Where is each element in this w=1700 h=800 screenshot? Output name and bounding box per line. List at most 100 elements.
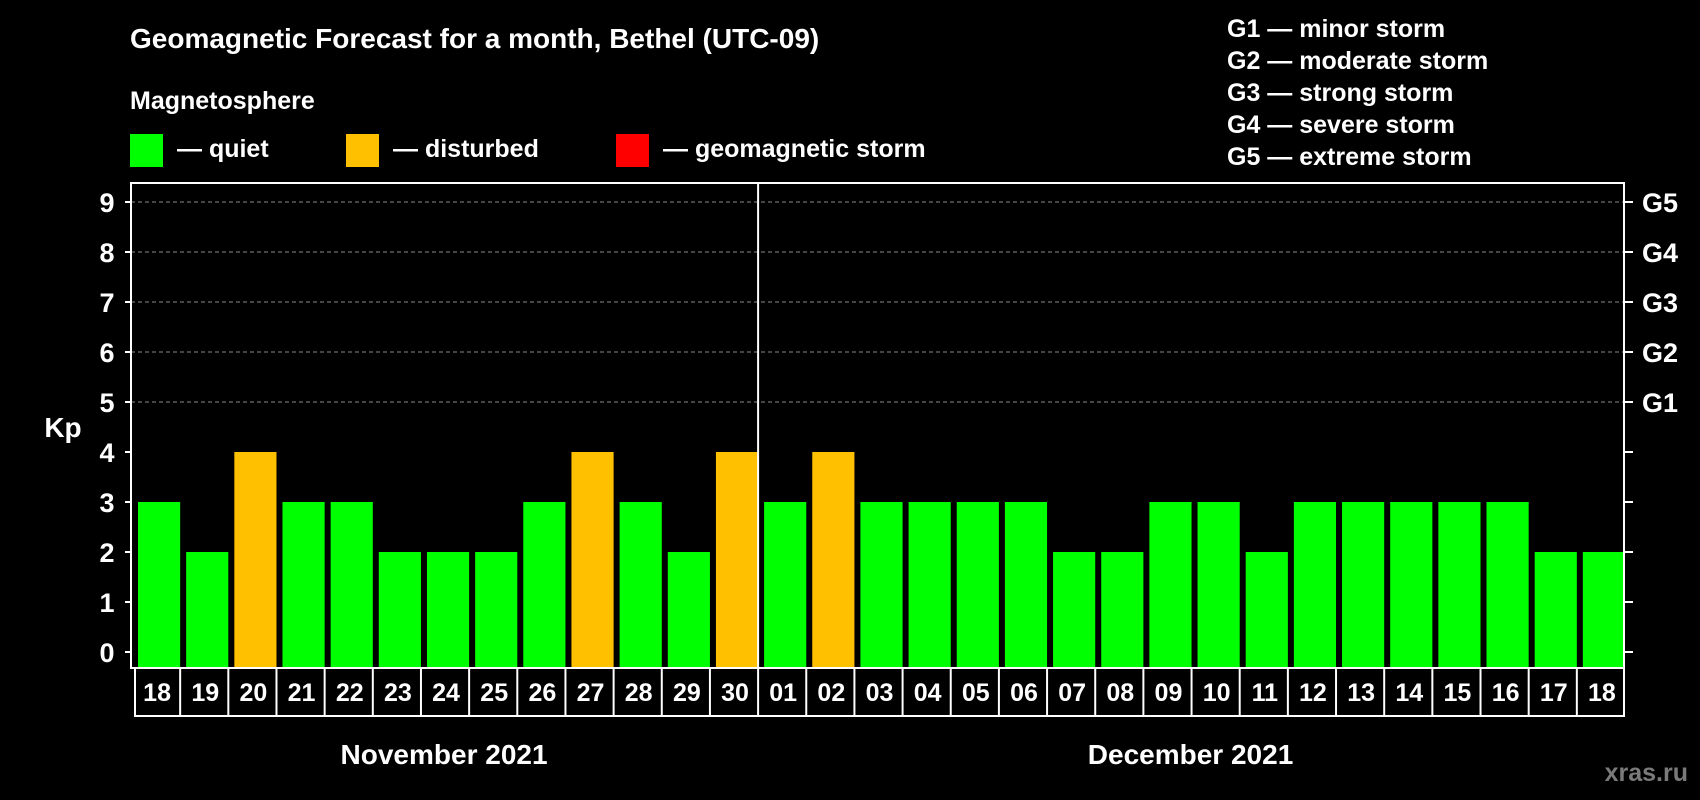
bar-2 xyxy=(234,452,277,668)
bar-12 xyxy=(715,452,759,668)
right-axis-label-G4: G4 xyxy=(1642,238,1678,268)
bar-7 xyxy=(475,552,518,668)
bar-15 xyxy=(860,502,903,668)
bar-30 xyxy=(1582,552,1625,668)
bar-17 xyxy=(956,502,999,668)
y-tick-8: 8 xyxy=(99,238,114,268)
x-tick-10: 28 xyxy=(625,679,653,707)
legend-label-2: — geomagnetic storm xyxy=(663,135,926,163)
y-tick-9: 9 xyxy=(99,188,114,218)
legend-swatch-0 xyxy=(130,134,163,167)
bar-29 xyxy=(1534,552,1577,668)
x-tick-16: 04 xyxy=(914,679,942,707)
right-axis-label-G2: G2 xyxy=(1642,338,1678,368)
bar-13 xyxy=(764,502,807,668)
x-tick-25: 13 xyxy=(1347,679,1375,707)
legend-heading: Magnetosphere xyxy=(130,87,315,115)
legend: — quiet — disturbed — geomagnetic storm xyxy=(130,134,926,167)
x-tick-22: 10 xyxy=(1203,679,1231,707)
x-tick-1: 19 xyxy=(191,679,219,707)
bar-25 xyxy=(1342,502,1385,668)
bar-0 xyxy=(138,502,181,668)
x-tick-2: 20 xyxy=(239,679,267,707)
x-tick-30: 18 xyxy=(1588,679,1616,707)
scale-legend-item-0: G1 — minor storm xyxy=(1227,15,1445,43)
bar-16 xyxy=(908,502,951,668)
x-tick-9: 27 xyxy=(577,679,605,707)
bar-3 xyxy=(282,502,325,668)
scale-legend-item-1: G2 — moderate storm xyxy=(1227,47,1488,75)
x-tick-11: 29 xyxy=(673,679,701,707)
bar-21 xyxy=(1149,502,1192,668)
x-tick-7: 25 xyxy=(480,679,508,707)
scale-legend-item-3: G4 — severe storm xyxy=(1227,111,1455,139)
x-tick-19: 07 xyxy=(1058,679,1086,707)
watermark: xras.ru xyxy=(1605,759,1688,787)
right-axis-label-G1: G1 xyxy=(1642,388,1678,418)
month-label-1: December 2021 xyxy=(1088,739,1293,770)
chart-title: Geomagnetic Forecast for a month, Bethel… xyxy=(130,23,819,54)
x-tick-27: 15 xyxy=(1444,679,1472,707)
y-tick-0: 0 xyxy=(99,638,114,668)
x-tick-28: 16 xyxy=(1492,679,1520,707)
right-axis-label-G5: G5 xyxy=(1642,188,1678,218)
bar-27 xyxy=(1438,502,1481,668)
bar-28 xyxy=(1486,502,1529,668)
right-axis-label-G3: G3 xyxy=(1642,288,1678,318)
y-tick-5: 5 xyxy=(99,388,114,418)
y-tick-7: 7 xyxy=(99,288,114,318)
scale-legend-item-2: G3 — strong storm xyxy=(1227,79,1453,107)
month-label-0: November 2021 xyxy=(341,739,548,770)
bar-10 xyxy=(619,502,662,668)
bar-19 xyxy=(1053,552,1096,668)
x-tick-23: 11 xyxy=(1252,679,1279,707)
x-tick-3: 21 xyxy=(288,679,316,707)
y-tick-2: 2 xyxy=(99,538,114,568)
scale-legend-item-4: G5 — extreme storm xyxy=(1227,143,1472,171)
x-tick-14: 02 xyxy=(817,679,845,707)
x-axis: 18 19 20 21 22 23 24 25 26 27 28 29 30 01 02 03 04 05 06 07… xyxy=(134,667,1625,770)
x-tick-8: 26 xyxy=(528,679,556,707)
x-tick-0: 18 xyxy=(143,679,171,707)
bar-26 xyxy=(1390,502,1433,668)
bar-5 xyxy=(378,552,421,668)
x-tick-26: 14 xyxy=(1395,679,1423,707)
y-tick-6: 6 xyxy=(99,338,114,368)
legend-swatch-1 xyxy=(346,134,379,167)
y-axis: 0 1 2 3 4 5 6 7 8 9 xyxy=(99,188,131,668)
y-tick-4: 4 xyxy=(99,438,114,468)
bar-18 xyxy=(1004,502,1048,668)
y-axis-label: Kp xyxy=(44,412,81,443)
legend-label-0: — quiet xyxy=(177,135,269,163)
x-tick-18: 06 xyxy=(1010,679,1038,707)
bar-24 xyxy=(1293,502,1337,668)
x-tick-12: 30 xyxy=(721,679,749,707)
x-tick-13: 01 xyxy=(769,679,797,707)
bar-14 xyxy=(812,452,855,668)
bar-9 xyxy=(571,452,614,668)
x-axis-box xyxy=(134,667,1625,717)
x-tick-20: 08 xyxy=(1106,679,1134,707)
x-tick-6: 24 xyxy=(432,679,460,707)
x-tick-15: 03 xyxy=(866,679,894,707)
legend-swatch-2 xyxy=(616,134,649,167)
x-tick-4: 22 xyxy=(336,679,364,707)
x-tick-29: 17 xyxy=(1540,679,1568,707)
bar-20 xyxy=(1101,552,1144,668)
legend-label-1: — disturbed xyxy=(393,135,539,163)
bar-8 xyxy=(523,502,566,668)
x-tick-5: 23 xyxy=(384,679,412,707)
x-tick-17: 05 xyxy=(962,679,990,707)
bar-22 xyxy=(1197,502,1240,668)
bar-6 xyxy=(426,552,470,668)
x-tick-24: 12 xyxy=(1299,679,1327,707)
grid-lines xyxy=(131,201,1624,403)
bar-23 xyxy=(1245,552,1288,668)
y-tick-3: 3 xyxy=(99,488,114,518)
y-tick-1: 1 xyxy=(99,588,114,618)
bar-4 xyxy=(330,502,373,668)
scale-legend: G1 — minor storm G2 — moderate storm G3 — … xyxy=(1227,15,1488,171)
bars xyxy=(138,452,1625,668)
x-tick-21: 09 xyxy=(1155,679,1183,707)
